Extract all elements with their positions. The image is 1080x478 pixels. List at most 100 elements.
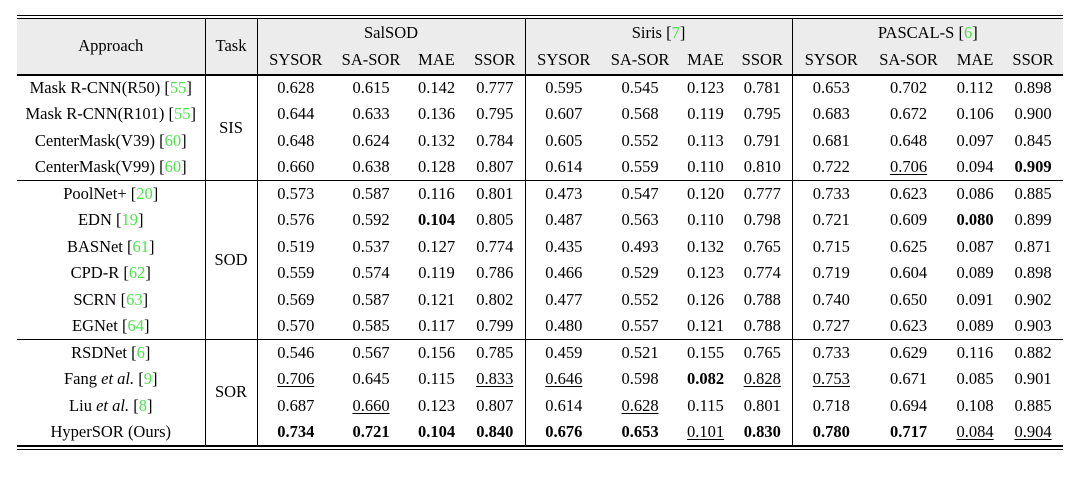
metric-value-cell: 0.885 bbox=[1014, 395, 1052, 415]
approach-label: SCRN bbox=[73, 289, 117, 309]
metric-value-cell: 0.605 bbox=[524, 127, 603, 154]
citation-link[interactable]: 62 bbox=[128, 263, 146, 282]
table-row: BASNet [61] 0.519 0.537 0.127 0.774 0.435 0.49… bbox=[17, 233, 1063, 260]
metric-value-cell: 0.136 bbox=[417, 104, 456, 123]
metric-value-cell: 0.115 bbox=[687, 395, 724, 415]
metric-value-cell: 0.671 bbox=[889, 369, 928, 388]
metric-value-cell: 0.781 bbox=[743, 78, 781, 97]
approach-cell: CPD-R [62] bbox=[70, 263, 151, 282]
metric-value-cell: 0.104 bbox=[417, 210, 456, 229]
metric-value-cell: 0.802 bbox=[476, 289, 514, 309]
table-row: Fang et al. [9] 0.706 0.645 0.115 0.833 0.646… bbox=[17, 366, 1063, 393]
metric-value-cell: 0.557 bbox=[621, 315, 659, 335]
citation-link[interactable]: 8 bbox=[138, 395, 147, 415]
approach-cell: SCRN [63] bbox=[73, 289, 149, 309]
metric-value-cell: 0.646 bbox=[524, 366, 603, 393]
metric-value-cell: 0.780 bbox=[791, 419, 871, 446]
col-header-metric-sa-sor: SA-SOR bbox=[602, 46, 679, 75]
approach-label: Mask R-CNN(R101) bbox=[25, 104, 165, 123]
metric-value-cell: 0.733 bbox=[791, 339, 871, 366]
metric-value-cell: 0.734 bbox=[256, 419, 334, 446]
col-header-metric-sa-sor: SA-SOR bbox=[870, 46, 948, 75]
metric-value-cell: 0.587 bbox=[352, 289, 390, 309]
citation-link[interactable]: 55 bbox=[174, 104, 191, 123]
citation-link[interactable]: 20 bbox=[136, 183, 153, 203]
task-cell: SOD bbox=[204, 180, 258, 340]
metric-value-cell: 0.902 bbox=[1014, 289, 1052, 309]
metric-value-cell: 0.672 bbox=[889, 104, 928, 123]
metric-value-cell: 0.587 bbox=[334, 180, 408, 207]
metric-value-cell: 0.648 bbox=[256, 127, 334, 154]
results-table-grid: Approach Task SalSOD Siris [7] PASCAL-S [6… bbox=[17, 18, 1064, 447]
approach-label: EDN bbox=[77, 210, 112, 229]
metric-value-cell: 0.900 bbox=[1014, 104, 1052, 123]
citation-link[interactable]: 7 bbox=[671, 22, 680, 42]
group-label: PASCAL-S bbox=[877, 22, 955, 42]
metric-value-cell: 0.727 bbox=[791, 313, 871, 340]
metric-value-cell: 0.121 bbox=[686, 315, 725, 335]
citation-link[interactable]: 9 bbox=[143, 369, 152, 388]
metric-value-cell: 0.117 bbox=[418, 315, 455, 335]
approach-cell: EGNet [64] bbox=[72, 315, 150, 335]
group-label: SalSOD bbox=[363, 22, 419, 42]
approach-label: CenterMask(V99) bbox=[34, 156, 155, 176]
metric-value-cell: 0.568 bbox=[621, 104, 659, 123]
col-header-metric-ssor: SSOR bbox=[733, 46, 793, 75]
metric-value-cell: 0.132 bbox=[686, 236, 725, 256]
metric-value-cell: 0.091 bbox=[956, 289, 994, 309]
col-header-metric-ssor: SSOR bbox=[1003, 46, 1064, 75]
approach-label: EGNet bbox=[72, 315, 118, 335]
metric-value-cell: 0.845 bbox=[1014, 130, 1052, 150]
metric-value-cell: 0.774 bbox=[476, 236, 514, 256]
metric-value-cell: 0.089 bbox=[956, 263, 994, 282]
metric-value-cell: 0.721 bbox=[791, 207, 871, 234]
metric-value-cell: 0.717 bbox=[889, 421, 928, 441]
metric-value-cell: 0.791 bbox=[743, 130, 781, 150]
metric-value-cell: 0.625 bbox=[889, 236, 928, 256]
metric-value-cell: 0.573 bbox=[256, 180, 334, 207]
metric-value-cell: 0.722 bbox=[791, 154, 871, 181]
metric-value-cell: 0.828 bbox=[743, 369, 781, 388]
metric-value-cell: 0.094 bbox=[956, 156, 994, 176]
citation-link[interactable]: 63 bbox=[126, 289, 143, 309]
metric-value-cell: 0.899 bbox=[1014, 210, 1052, 229]
metric-value-cell: 0.563 bbox=[621, 210, 659, 229]
metric-value-cell: 0.614 bbox=[524, 154, 603, 181]
metric-value-cell: 0.126 bbox=[686, 289, 725, 309]
metric-value-cell: 0.466 bbox=[524, 260, 603, 287]
metric-value-cell: 0.633 bbox=[352, 104, 390, 123]
metric-value-cell: 0.614 bbox=[524, 392, 603, 419]
approach-cell: CenterMask(V39) [60] bbox=[34, 130, 187, 150]
table-row: Mask R-CNN(R101) [55] 0.644 0.633 0.136 0.79… bbox=[17, 101, 1063, 128]
citation-link[interactable]: 55 bbox=[169, 78, 187, 97]
metric-value-cell: 0.123 bbox=[686, 263, 725, 282]
citation-link[interactable]: 60 bbox=[164, 130, 182, 150]
citation-link[interactable]: 60 bbox=[164, 156, 182, 176]
citation-link[interactable]: 61 bbox=[132, 236, 150, 256]
metric-value-cell: 0.786 bbox=[476, 263, 514, 282]
metric-value-cell: 0.080 bbox=[956, 210, 994, 229]
citation-link[interactable]: 6 bbox=[136, 342, 145, 362]
metric-value-cell: 0.155 bbox=[678, 339, 734, 366]
metric-value-cell: 0.086 bbox=[947, 180, 1004, 207]
metric-value-cell: 0.552 bbox=[621, 289, 659, 309]
metric-value-cell: 0.715 bbox=[791, 233, 871, 260]
table-header: Approach Task SalSOD Siris [7] PASCAL-S [6… bbox=[17, 18, 1064, 75]
metric-value-cell: 0.473 bbox=[524, 180, 603, 207]
citation-link[interactable]: 64 bbox=[127, 315, 144, 335]
citation-link[interactable]: 19 bbox=[121, 210, 139, 229]
metric-value-cell: 0.521 bbox=[602, 339, 679, 366]
approach-cell: RSDNet [6] bbox=[17, 339, 205, 366]
metric-value-cell: 0.777 bbox=[476, 78, 514, 97]
metric-value-cell: 0.681 bbox=[791, 127, 871, 154]
approach-label: CenterMask(V39) bbox=[34, 130, 155, 150]
citation-link[interactable]: 6 bbox=[963, 22, 973, 42]
metric-value-cell: 0.799 bbox=[476, 315, 514, 335]
metric-value-cell: 0.909 bbox=[1014, 156, 1052, 176]
metric-value-cell: 0.598 bbox=[621, 369, 659, 388]
approach-label: CPD-R bbox=[70, 263, 120, 282]
metric-value-cell: 0.653 bbox=[791, 74, 871, 101]
results-table: Approach Task SalSOD Siris [7] PASCAL-S [6… bbox=[17, 15, 1064, 450]
table-row: EGNet [64] 0.570 0.585 0.117 0.799 0.480 0.557… bbox=[17, 313, 1063, 340]
col-header-metric-ssor: SSOR bbox=[465, 46, 526, 75]
